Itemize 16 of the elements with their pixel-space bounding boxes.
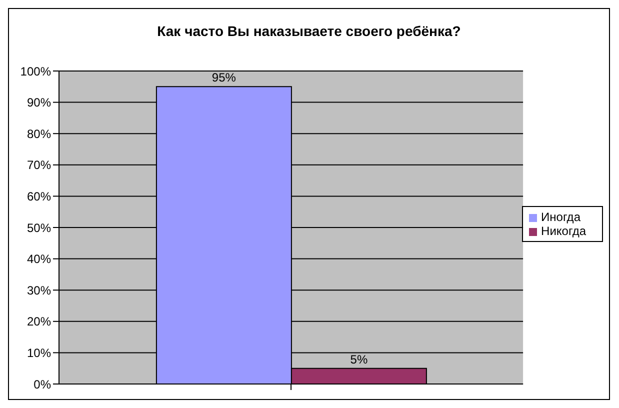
legend-label: Никогда [541,224,586,238]
y-tick-label: 30% [26,283,52,298]
legend-label: Иногда [541,210,580,224]
y-tick-label: 100% [20,64,52,78]
chart-title: Как часто Вы наказываете своего ребёнка? [156,22,462,41]
y-tick-label: 70% [26,158,52,172]
data-label: 5% [350,352,368,366]
data-label: 95% [212,70,236,85]
y-tick-label: 90% [26,96,52,110]
y-tick-label: 80% [26,126,52,141]
y-tick-label: 0% [34,377,52,392]
y-tick-label: 10% [26,346,52,360]
y-tick-label: 20% [26,314,52,329]
y-tick-label: 50% [26,220,52,235]
y-tick-label: 40% [26,252,52,266]
y-tick-label: 60% [26,189,52,204]
